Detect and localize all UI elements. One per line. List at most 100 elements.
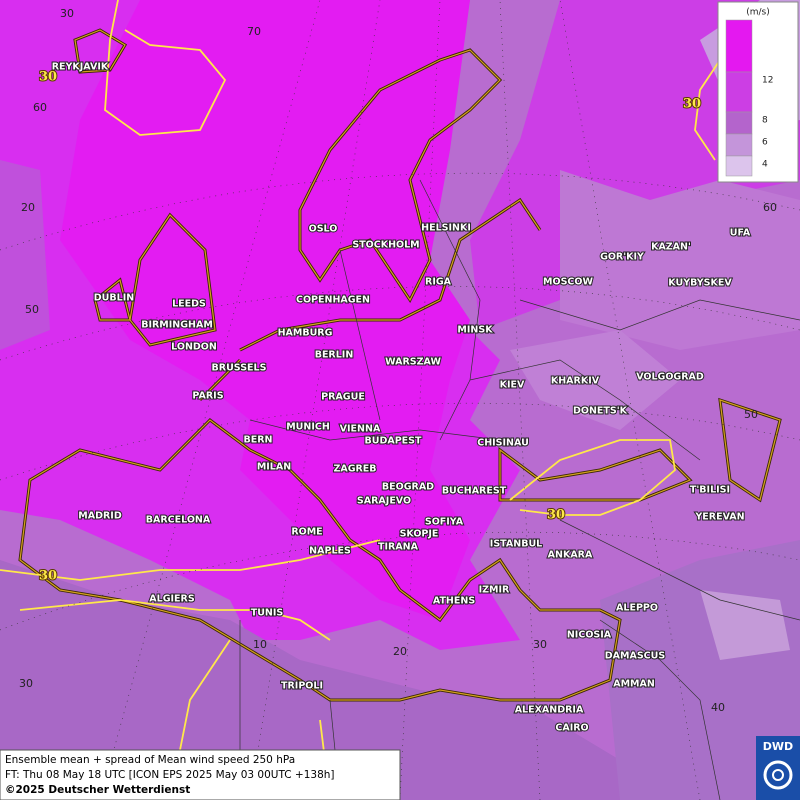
contour-label: 30 <box>39 569 57 584</box>
city-label: SKOPJE <box>400 529 439 540</box>
city-label: NICOSIA <box>567 630 612 641</box>
city-label: STOCKHOLM <box>352 240 419 251</box>
city-label: DAMASCUS <box>605 651 666 662</box>
graticule-label: 40 <box>711 701 725 714</box>
city-label: KIEV <box>500 380 525 391</box>
city-label: ALEPPO <box>616 603 658 614</box>
city-label: ALEXANDRIA <box>515 705 584 716</box>
city-label: KUYBYSKEV <box>668 278 732 289</box>
city-label: MOSCOW <box>543 277 593 288</box>
city-label: BRUSSELS <box>212 363 267 374</box>
legend-tick-label: 12 <box>762 76 773 86</box>
city-label: LONDON <box>171 342 217 353</box>
legend-band <box>725 155 753 177</box>
city-label: PARIS <box>192 391 223 402</box>
graticule-label: 20 <box>393 645 407 658</box>
city-label: PRAGUE <box>321 392 365 403</box>
graticule-label: 30 <box>60 7 74 20</box>
city-label: ATHENS <box>433 596 475 607</box>
legend-tick-label: 4 <box>762 160 768 170</box>
city-label: COPENHAGEN <box>296 295 370 306</box>
legend-band <box>725 19 753 73</box>
legend-band <box>725 71 753 113</box>
contour-label: 30 <box>683 97 701 112</box>
footer-box <box>0 749 401 800</box>
city-label: VOLGOGRAD <box>636 372 704 383</box>
city-label: MUNICH <box>286 422 330 433</box>
graticule-label: 60 <box>33 101 47 114</box>
city-label: LEEDS <box>172 299 206 310</box>
city-label: BARCELONA <box>146 515 211 526</box>
contour-label: 30 <box>39 70 57 85</box>
coastlines <box>18 28 800 800</box>
footer-copyright: ©2025 Deutscher Wetterdienst <box>5 784 190 796</box>
legend-band <box>725 111 753 135</box>
city-label: SARAJEVO <box>357 496 411 507</box>
city-label: IZMIR <box>479 585 510 596</box>
city-label: BUCHAREST <box>442 486 507 497</box>
city-label: HELSINKI <box>421 223 471 234</box>
city-label: T'BILISI <box>690 485 730 496</box>
graticule-label: 50 <box>25 303 39 316</box>
city-label: KHARKIV <box>551 376 600 387</box>
city-label: RIGA <box>425 277 452 288</box>
city-label: WARSZAW <box>385 357 441 368</box>
city-label: ROME <box>291 527 322 538</box>
graticule-label: 30 <box>533 638 547 651</box>
city-label: OSLO <box>309 224 338 235</box>
city-label: DUBLIN <box>94 293 134 304</box>
city-label: BERN <box>244 435 273 446</box>
contour-label: 30 <box>547 508 565 523</box>
graticule-label: 70 <box>247 25 261 38</box>
legend-tick-label: 8 <box>762 116 768 126</box>
city-label: ZAGREB <box>333 464 376 475</box>
city-label: ISTANBUL <box>490 539 542 550</box>
logo-text: DWD <box>763 740 793 753</box>
graticule-label: 60 <box>763 201 777 214</box>
city-label: MINSK <box>457 325 493 336</box>
graticule-label: 20 <box>21 201 35 214</box>
city-label: VIENNA <box>340 424 381 435</box>
city-label: BERLIN <box>315 350 354 361</box>
city-label: HAMBURG <box>278 328 333 339</box>
graticule-label: 50 <box>744 408 758 421</box>
legend: (m/s) 12 8 6 4 <box>717 1 799 183</box>
city-label: AMMAN <box>613 679 655 690</box>
legend-unit: (m/s) <box>746 8 770 18</box>
city-label: KAZAN' <box>651 242 691 253</box>
city-label: CAIRO <box>555 723 588 734</box>
city-label: DONETS'K <box>573 406 628 417</box>
city-label: YEREVAN <box>694 512 744 523</box>
city-label: NAPLES <box>309 546 351 557</box>
graticule-label: 10 <box>253 638 267 651</box>
city-label: GOR'KIY <box>600 252 644 263</box>
graticule-label: 30 <box>19 677 33 690</box>
footer-forecast-time: FT: Thu 08 May 18 UTC [ICON EPS 2025 May… <box>5 769 335 781</box>
city-label: ANKARA <box>548 550 593 561</box>
city-label: TRIPOLI <box>281 681 323 692</box>
city-label: BIRMINGHAM <box>141 320 213 331</box>
legend-bands: 12 8 6 4 <box>725 19 773 177</box>
logo: DWD <box>756 736 800 800</box>
logo-icon-inner <box>772 769 784 781</box>
city-label: BUDAPEST <box>365 436 422 447</box>
legend-tick-label: 6 <box>762 138 768 148</box>
logo-icon <box>763 760 793 790</box>
footer: Ensemble mean + spread of Mean wind spee… <box>0 749 401 800</box>
city-label: BEOGRAD <box>382 482 434 493</box>
city-label: MADRID <box>78 511 122 522</box>
city-label: SOFIYA <box>425 517 464 528</box>
city-label: TUNIS <box>251 608 284 619</box>
contours <box>0 0 721 800</box>
city-label: UFA <box>730 228 751 239</box>
city-label: ALGIERS <box>149 594 195 605</box>
city-label: TIRANA <box>378 542 419 553</box>
city-label: CHISINAU <box>477 438 529 449</box>
city-label: MILAN <box>257 462 291 473</box>
city-label: REYKJAVIK <box>52 62 109 73</box>
legend-band <box>725 133 753 157</box>
